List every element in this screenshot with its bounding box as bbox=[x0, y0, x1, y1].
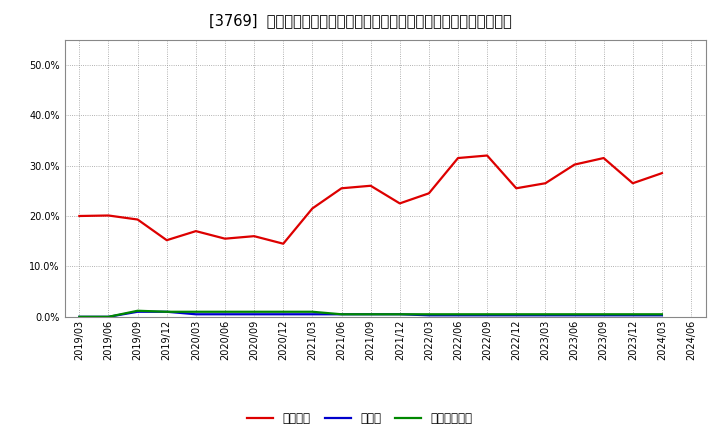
自己資本 bbox=[366, 183, 375, 188]
のれん bbox=[163, 309, 171, 315]
自己資本 bbox=[192, 228, 200, 234]
Text: [3769]  自己資本、のれん、繰延税金資産の総資産に対する比率の推移: [3769] 自己資本、のれん、繰延税金資産の総資産に対する比率の推移 bbox=[209, 13, 511, 28]
自己資本 bbox=[541, 180, 550, 186]
繰延税金資産 bbox=[308, 309, 317, 315]
のれん bbox=[599, 313, 608, 318]
のれん bbox=[279, 312, 287, 317]
繰延税金資産 bbox=[75, 314, 84, 319]
繰延税金資産 bbox=[541, 312, 550, 317]
のれん bbox=[192, 312, 200, 317]
のれん bbox=[512, 313, 521, 318]
自己資本 bbox=[250, 234, 258, 239]
繰延税金資産 bbox=[337, 312, 346, 317]
のれん bbox=[454, 313, 462, 318]
自己資本 bbox=[308, 206, 317, 211]
自己資本 bbox=[512, 186, 521, 191]
のれん bbox=[541, 313, 550, 318]
繰延税金資産 bbox=[279, 309, 287, 315]
Line: 繰延税金資産: 繰延税金資産 bbox=[79, 311, 662, 317]
自己資本 bbox=[425, 191, 433, 196]
自己資本 bbox=[75, 213, 84, 219]
自己資本 bbox=[337, 186, 346, 191]
自己資本 bbox=[395, 201, 404, 206]
自己資本 bbox=[454, 155, 462, 161]
繰延税金資産 bbox=[163, 309, 171, 315]
のれん bbox=[133, 309, 142, 315]
繰延税金資産 bbox=[366, 312, 375, 317]
のれん bbox=[425, 313, 433, 318]
繰延税金資産 bbox=[250, 309, 258, 315]
Line: のれん: のれん bbox=[79, 312, 662, 317]
繰延税金資産 bbox=[133, 308, 142, 313]
自己資本 bbox=[279, 241, 287, 246]
Legend: 自己資本, のれん, 繰延税金資産: 自己資本, のれん, 繰延税金資産 bbox=[243, 407, 477, 430]
のれん bbox=[483, 313, 492, 318]
繰延税金資産 bbox=[629, 312, 637, 317]
繰延税金資産 bbox=[512, 312, 521, 317]
のれん bbox=[570, 313, 579, 318]
繰延税金資産 bbox=[483, 312, 492, 317]
自己資本 bbox=[483, 153, 492, 158]
のれん bbox=[395, 312, 404, 317]
Line: 自己資本: 自己資本 bbox=[79, 155, 662, 244]
自己資本 bbox=[570, 162, 579, 167]
のれん bbox=[657, 313, 666, 318]
繰延税金資産 bbox=[599, 312, 608, 317]
のれん bbox=[337, 312, 346, 317]
繰延税金資産 bbox=[454, 312, 462, 317]
繰延税金資産 bbox=[192, 309, 200, 315]
のれん bbox=[308, 312, 317, 317]
のれん bbox=[366, 312, 375, 317]
のれん bbox=[75, 314, 84, 319]
のれん bbox=[104, 314, 113, 319]
自己資本 bbox=[657, 171, 666, 176]
繰延税金資産 bbox=[395, 312, 404, 317]
自己資本 bbox=[133, 217, 142, 222]
繰延税金資産 bbox=[570, 312, 579, 317]
自己資本 bbox=[104, 213, 113, 218]
自己資本 bbox=[220, 236, 229, 241]
自己資本 bbox=[599, 155, 608, 161]
自己資本 bbox=[163, 238, 171, 243]
繰延税金資産 bbox=[425, 312, 433, 317]
繰延税金資産 bbox=[220, 309, 229, 315]
のれん bbox=[220, 312, 229, 317]
のれん bbox=[629, 313, 637, 318]
自己資本 bbox=[629, 180, 637, 186]
のれん bbox=[250, 312, 258, 317]
繰延税金資産 bbox=[104, 314, 113, 319]
繰延税金資産 bbox=[657, 312, 666, 317]
